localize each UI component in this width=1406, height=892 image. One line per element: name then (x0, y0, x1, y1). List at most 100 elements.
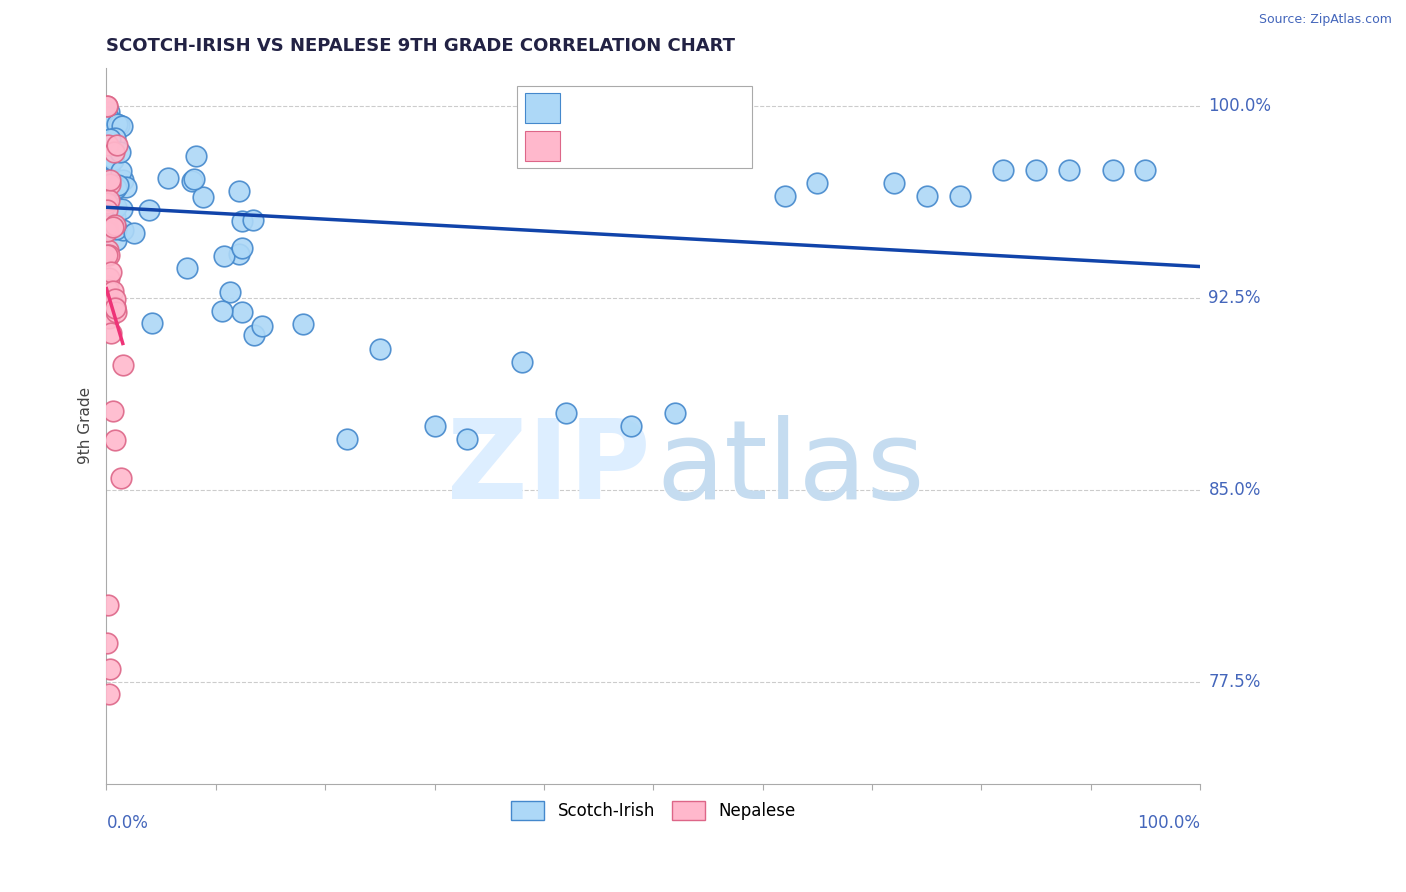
Point (105, 137, 128, 152)
Point (104, 305, 127, 319)
Point (115, 179, 138, 194)
Point (110, 145, 132, 160)
Point (211, 304, 233, 318)
Point (243, 328, 266, 343)
Point (98, 161, 121, 175)
Point (111, 119, 134, 133)
Point (104, 300, 127, 314)
Text: 100.0%: 100.0% (1209, 97, 1271, 115)
Point (1025, 163, 1047, 178)
FancyBboxPatch shape (526, 131, 561, 161)
Point (97, 310, 120, 324)
Point (112, 173, 135, 187)
Point (773, 189, 796, 203)
Point (100, 264, 122, 278)
Point (101, 404, 124, 418)
Point (110, 164, 132, 178)
Point (141, 316, 163, 330)
Point (183, 172, 205, 186)
Point (948, 189, 970, 203)
Point (104, 292, 127, 306)
Point (96, 154, 118, 169)
Point (423, 418, 446, 433)
Point (368, 342, 391, 356)
Point (98, 178, 121, 192)
Point (292, 317, 315, 331)
Point (104, 180, 127, 194)
Text: ZIP: ZIP (447, 416, 650, 523)
Point (98, 173, 121, 187)
Point (184, 149, 207, 163)
Point (97, 118, 120, 132)
Point (122, 226, 145, 240)
FancyBboxPatch shape (516, 86, 752, 169)
Point (98, 160, 121, 174)
Text: 100.0%: 100.0% (1137, 814, 1201, 832)
Point (111, 223, 134, 237)
Point (101, 284, 124, 298)
Point (97, 283, 120, 297)
FancyBboxPatch shape (526, 93, 561, 123)
Point (103, 145, 125, 159)
Point (228, 184, 250, 198)
Text: atlas: atlas (657, 416, 925, 523)
Point (242, 213, 264, 227)
Point (111, 202, 134, 216)
Y-axis label: 9th Grade: 9th Grade (79, 387, 93, 465)
Point (103, 210, 125, 224)
Point (104, 201, 127, 215)
Point (96, 199, 118, 213)
Point (96, 158, 118, 172)
Point (107, 178, 129, 192)
Point (104, 433, 127, 447)
Point (98, 247, 121, 261)
Point (96, 248, 118, 262)
Point (96, 196, 118, 211)
Point (96, 171, 118, 186)
Text: 85.0%: 85.0% (1209, 481, 1261, 499)
Point (97, 110, 120, 124)
Point (97, 128, 120, 142)
Point (104, 218, 127, 232)
Point (97, 193, 120, 207)
Text: 0.0%: 0.0% (107, 814, 149, 832)
Point (176, 260, 198, 275)
Point (97, 198, 120, 212)
Point (98, 187, 121, 202)
Point (156, 170, 179, 185)
Point (96, 196, 118, 211)
Point (101, 153, 124, 167)
Point (250, 318, 273, 333)
Point (98, 211, 121, 226)
Text: R = 0.185   N = 39: R = 0.185 N = 39 (569, 134, 727, 153)
Point (101, 219, 124, 234)
Point (100, 326, 122, 341)
Point (103, 151, 125, 165)
Point (96, 107, 118, 121)
Point (993, 163, 1015, 178)
Point (105, 233, 128, 247)
Point (97, 137, 120, 152)
Point (806, 176, 828, 190)
Point (98, 310, 121, 325)
Point (104, 301, 127, 315)
Point (664, 406, 686, 420)
Point (510, 355, 533, 369)
Point (456, 432, 478, 446)
Point (96, 295, 118, 310)
Point (104, 222, 127, 236)
Legend: Scotch-Irish, Nepalese: Scotch-Irish, Nepalese (505, 795, 803, 827)
Point (181, 173, 204, 187)
Point (554, 406, 576, 420)
Point (97, 687, 120, 701)
Point (96, 99, 118, 113)
Point (105, 117, 128, 131)
Point (97, 244, 120, 258)
Point (1057, 163, 1080, 178)
Point (111, 358, 134, 372)
Point (214, 249, 236, 263)
Point (103, 201, 125, 215)
Point (231, 214, 253, 228)
Point (97, 271, 120, 285)
Point (97, 138, 120, 153)
